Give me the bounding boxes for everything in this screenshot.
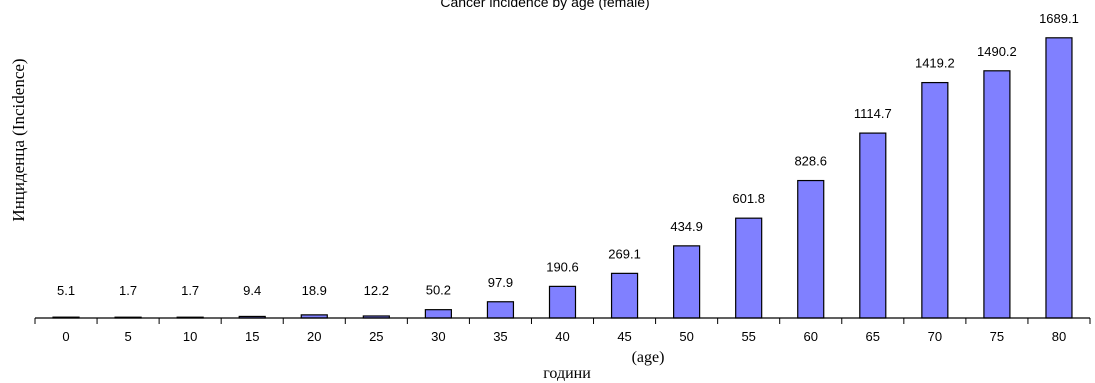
value-label-20: 18.9 bbox=[302, 283, 327, 298]
x-tick-label-70: 70 bbox=[928, 329, 942, 344]
x-tick-label-55: 55 bbox=[741, 329, 755, 344]
value-label-5: 1.7 bbox=[119, 283, 137, 298]
x-tick-label-15: 15 bbox=[245, 329, 259, 344]
x-axis-label: години bbox=[543, 365, 591, 382]
x-tick-label-40: 40 bbox=[555, 329, 569, 344]
x-tick-label-10: 10 bbox=[183, 329, 197, 344]
y-axis-label: Инциденца (Incidence) bbox=[9, 58, 28, 221]
x-tick-label-50: 50 bbox=[679, 329, 693, 344]
value-labels: 5.1 1.7 1.7 9.4 18.9 12.2 50.2 97.9 190.6 269.1 43… bbox=[57, 11, 1079, 298]
bar-80 bbox=[1045, 37, 1073, 319]
value-label-60: 828.6 bbox=[794, 154, 827, 169]
x-tick-label-20: 20 bbox=[307, 329, 321, 344]
x-axis-ticks bbox=[34, 318, 1091, 324]
bar-65 bbox=[859, 132, 887, 319]
value-label-30: 50.2 bbox=[426, 283, 451, 298]
value-label-40: 190.6 bbox=[546, 259, 579, 274]
x-tick-label-45: 45 bbox=[617, 329, 631, 344]
value-label-10: 1.7 bbox=[181, 283, 199, 298]
value-label-25: 12.2 bbox=[364, 283, 389, 298]
value-label-0: 5.1 bbox=[57, 283, 75, 298]
value-label-15: 9.4 bbox=[243, 283, 261, 298]
x-tick-label-35: 35 bbox=[493, 329, 507, 344]
bar-45 bbox=[610, 272, 639, 319]
value-label-55: 601.8 bbox=[732, 191, 765, 206]
value-label-70: 1419.2 bbox=[915, 56, 955, 71]
value-label-45: 269.1 bbox=[608, 246, 641, 261]
bar-70 bbox=[921, 81, 949, 319]
value-label-50: 434.9 bbox=[670, 219, 703, 234]
bar-35 bbox=[486, 301, 515, 319]
x-axis-tick-labels: 0 5 10 15 20 25 30 35 40 45 50 55 60 65 70 75 80 bbox=[62, 329, 1066, 344]
bar-40 bbox=[548, 285, 577, 319]
value-label-75: 1490.2 bbox=[977, 44, 1017, 59]
x-tick-label-5: 5 bbox=[124, 329, 131, 344]
bar-60 bbox=[797, 179, 825, 319]
chart-title: Cancer incidence by age (female) bbox=[440, 0, 649, 10]
x-tick-label-80: 80 bbox=[1052, 329, 1066, 344]
value-label-65: 1114.7 bbox=[854, 106, 892, 121]
x-tick-label-0: 0 bbox=[62, 329, 69, 344]
bar-55 bbox=[735, 217, 763, 319]
bar-series bbox=[52, 37, 1073, 319]
value-label-35: 97.9 bbox=[488, 275, 513, 290]
x-tick-label-25: 25 bbox=[369, 329, 383, 344]
bar-75 bbox=[983, 70, 1011, 319]
x-tick-label-60: 60 bbox=[804, 329, 818, 344]
value-label-80: 1689.1 bbox=[1039, 11, 1079, 26]
x-tick-label-30: 30 bbox=[431, 329, 445, 344]
bar-30 bbox=[424, 309, 452, 319]
x-axis-label-suffix: (age) bbox=[632, 349, 665, 366]
bar-50 bbox=[673, 245, 701, 319]
x-tick-label-75: 75 bbox=[990, 329, 1004, 344]
x-tick-label-65: 65 bbox=[866, 329, 880, 344]
